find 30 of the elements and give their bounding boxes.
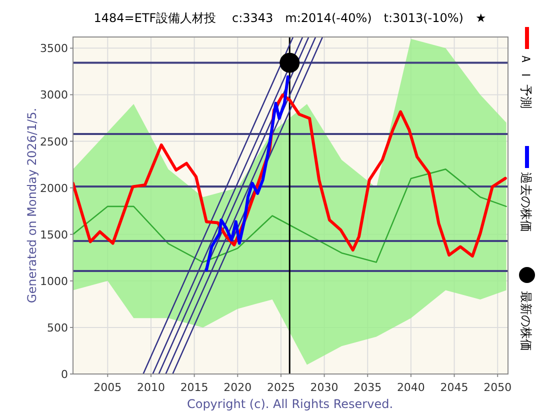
- text: Generated on Monday 2026/1/5.: [25, 108, 39, 304]
- y-tick-label: 3500: [40, 42, 68, 56]
- y-tick-label: 500: [47, 321, 68, 334]
- line-series: [73, 168, 507, 263]
- x-tick-label: 2025: [266, 381, 295, 394]
- x-tick-label: 2050: [484, 381, 512, 394]
- x-tick-label: 2010: [136, 381, 165, 394]
- y-tick-label: 1000: [40, 274, 68, 288]
- x-tick-label: 2030: [310, 381, 338, 394]
- y-tick-label: 0: [61, 368, 68, 381]
- chart-title: 1484=ETF設備人材投 c:3343 m:2014(-40%) t:3013(-10%) ★: [94, 11, 486, 25]
- x-tick-label: 2005: [94, 381, 122, 394]
- x-tick-label: 2040: [396, 381, 425, 394]
- legend-label: Ａ Ｉ 予測: [519, 53, 533, 109]
- x-tick-label: 2045: [440, 381, 468, 394]
- legend-label: 最新の株価: [519, 291, 533, 351]
- x-tick-label: 2015: [180, 381, 208, 394]
- line-series: [204, 75, 290, 272]
- line-series: [73, 94, 507, 258]
- y-tick-label: 2000: [40, 182, 68, 195]
- x-tick-label: 2035: [354, 381, 382, 394]
- legend-item: 過去の株価: [519, 146, 533, 232]
- legend-item: Ａ Ｉ 予測: [519, 27, 533, 109]
- legend-label: 過去の株価: [519, 172, 533, 232]
- y-tick-label: 3000: [40, 88, 68, 102]
- legend-item: 最新の株価: [519, 267, 535, 351]
- y-tick-label: 2500: [40, 135, 68, 148]
- y-tick-label: 1500: [40, 228, 68, 242]
- text: Copyright (c). All Rights Reserved.: [186, 397, 394, 411]
- x-tick-label: 2020: [224, 381, 252, 394]
